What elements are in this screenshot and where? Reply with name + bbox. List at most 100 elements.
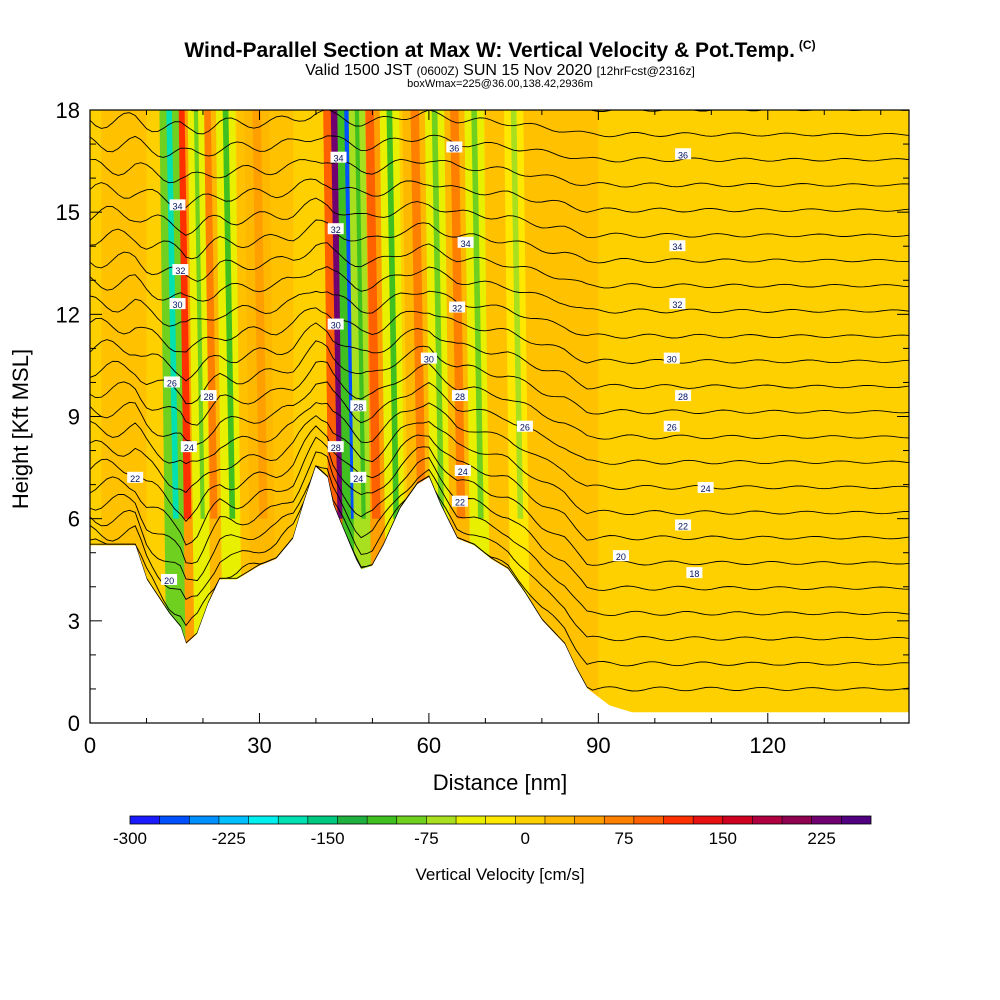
contour-label-text: 30 bbox=[173, 300, 183, 310]
contour-label-bg bbox=[675, 519, 692, 531]
contour-label-text: 28 bbox=[331, 443, 341, 453]
theta-contour bbox=[90, 307, 909, 364]
velocity-band-core bbox=[386, 110, 399, 519]
x-tick-label: 60 bbox=[417, 733, 441, 758]
contour-label-text: 32 bbox=[331, 225, 341, 235]
contour-label-bg bbox=[180, 441, 197, 453]
contour-label-bg bbox=[420, 352, 437, 364]
theta-contour bbox=[90, 381, 909, 465]
contour-label: 18 bbox=[686, 567, 703, 579]
colorbar-swatch bbox=[189, 816, 219, 824]
contour-label: 32 bbox=[449, 301, 466, 314]
colorbar-swatch bbox=[307, 816, 338, 824]
theta-contour bbox=[90, 425, 909, 541]
contour-label: 30 bbox=[663, 352, 680, 365]
theta-contour bbox=[90, 465, 909, 667]
theta-contour bbox=[90, 110, 909, 138]
colorbar-tick-label: -225 bbox=[212, 829, 246, 848]
contour-label: 24 bbox=[697, 482, 714, 494]
y-tick-label: 12 bbox=[56, 302, 80, 327]
contour-label-text: 18 bbox=[689, 569, 699, 579]
contour-label-bg bbox=[612, 550, 629, 562]
contour-label: 26 bbox=[516, 420, 533, 433]
contour-label-text: 26 bbox=[167, 378, 177, 388]
contour-label: 24 bbox=[350, 471, 367, 484]
x-tick-label: 30 bbox=[247, 733, 271, 758]
contour-label: 32 bbox=[669, 298, 686, 310]
contour-label-bg bbox=[675, 390, 692, 402]
contour-label-bg bbox=[686, 567, 703, 579]
contour-label: 24 bbox=[180, 441, 197, 453]
contour-label-bg bbox=[449, 301, 466, 313]
contour-label-bg bbox=[169, 199, 186, 211]
velocity-band-core bbox=[410, 110, 426, 519]
contour-label: 34 bbox=[169, 199, 186, 211]
contour-label-text: 34 bbox=[173, 201, 183, 211]
theta-contour bbox=[90, 465, 909, 617]
colorbar-swatch bbox=[782, 816, 812, 824]
contour-label: 22 bbox=[451, 495, 468, 508]
theta-contour bbox=[90, 402, 909, 491]
contour-label-text: 20 bbox=[616, 552, 626, 562]
contour-label-text: 28 bbox=[353, 402, 363, 412]
contour-label-bg bbox=[454, 464, 471, 476]
y-tick-label: 15 bbox=[56, 200, 80, 225]
contour-label-bg bbox=[446, 141, 463, 153]
contour-label-text: 30 bbox=[667, 355, 677, 365]
colorbar-swatch bbox=[456, 816, 486, 824]
colorbar-swatch bbox=[218, 816, 249, 824]
colorbar-tick-label: 0 bbox=[520, 829, 529, 848]
x-tick-label: 0 bbox=[84, 733, 96, 758]
potential-temperature-contours bbox=[90, 110, 909, 692]
velocity-band-core bbox=[193, 110, 205, 519]
colorbar-swatch bbox=[159, 816, 190, 824]
contour-label-bg bbox=[675, 148, 692, 160]
y-tick-label: 6 bbox=[68, 507, 80, 532]
contour-label-bg bbox=[127, 471, 144, 483]
colorbar-swatch bbox=[396, 816, 427, 824]
contour-label-text: 26 bbox=[667, 423, 677, 433]
theta-contour bbox=[90, 465, 909, 642]
contour-label: 28 bbox=[327, 441, 344, 453]
contour-label-bg bbox=[663, 352, 680, 364]
contour-label-text: 20 bbox=[164, 576, 174, 586]
contour-label: 28 bbox=[451, 390, 468, 402]
velocity-band-core bbox=[252, 110, 268, 519]
colorbar-swatch bbox=[248, 816, 279, 824]
theta-contour bbox=[90, 415, 909, 516]
contour-label-text: 24 bbox=[184, 443, 194, 453]
velocity-band-core bbox=[354, 110, 366, 519]
colorbar-swatch bbox=[841, 816, 871, 824]
colorbar-swatch bbox=[544, 816, 575, 824]
contour-label-bg bbox=[669, 298, 686, 310]
contour-label: 28 bbox=[675, 390, 692, 402]
theta-contour bbox=[90, 360, 909, 440]
colorbar-swatch bbox=[663, 816, 694, 824]
colorbar-swatch bbox=[485, 816, 516, 824]
chart-box-info: boxWmax=225@36.00,138.42,2936m bbox=[407, 78, 593, 90]
contour-label: 26 bbox=[163, 376, 180, 388]
terrain bbox=[90, 466, 909, 723]
theta-contour bbox=[90, 290, 909, 339]
velocity-band-core bbox=[431, 110, 445, 519]
velocity-band-core bbox=[365, 110, 381, 519]
contour-label-text: 24 bbox=[353, 474, 363, 484]
chart-subtitle: Valid 1500 JST (0600Z) SUN 15 Nov 2020 [… bbox=[305, 62, 695, 79]
contour-label-bg bbox=[161, 573, 178, 585]
contour-label-text: 32 bbox=[452, 304, 462, 314]
contour-label-text: 28 bbox=[204, 392, 214, 402]
contour-label-text: 24 bbox=[701, 484, 711, 494]
contour-label-text: 22 bbox=[455, 498, 465, 508]
contour-label: 32 bbox=[172, 264, 189, 276]
colorbar-swatch bbox=[693, 816, 723, 824]
theta-contour bbox=[90, 322, 909, 390]
colorbar-swatch bbox=[426, 816, 457, 824]
colorbar-swatch bbox=[752, 816, 783, 824]
contour-label: 22 bbox=[127, 471, 144, 484]
contour-label-text: 34 bbox=[672, 242, 682, 252]
velocity-band-core bbox=[450, 110, 466, 519]
contour-label-bg bbox=[663, 420, 680, 432]
contour-label: 30 bbox=[327, 318, 344, 331]
contour-label-bg bbox=[163, 376, 180, 388]
